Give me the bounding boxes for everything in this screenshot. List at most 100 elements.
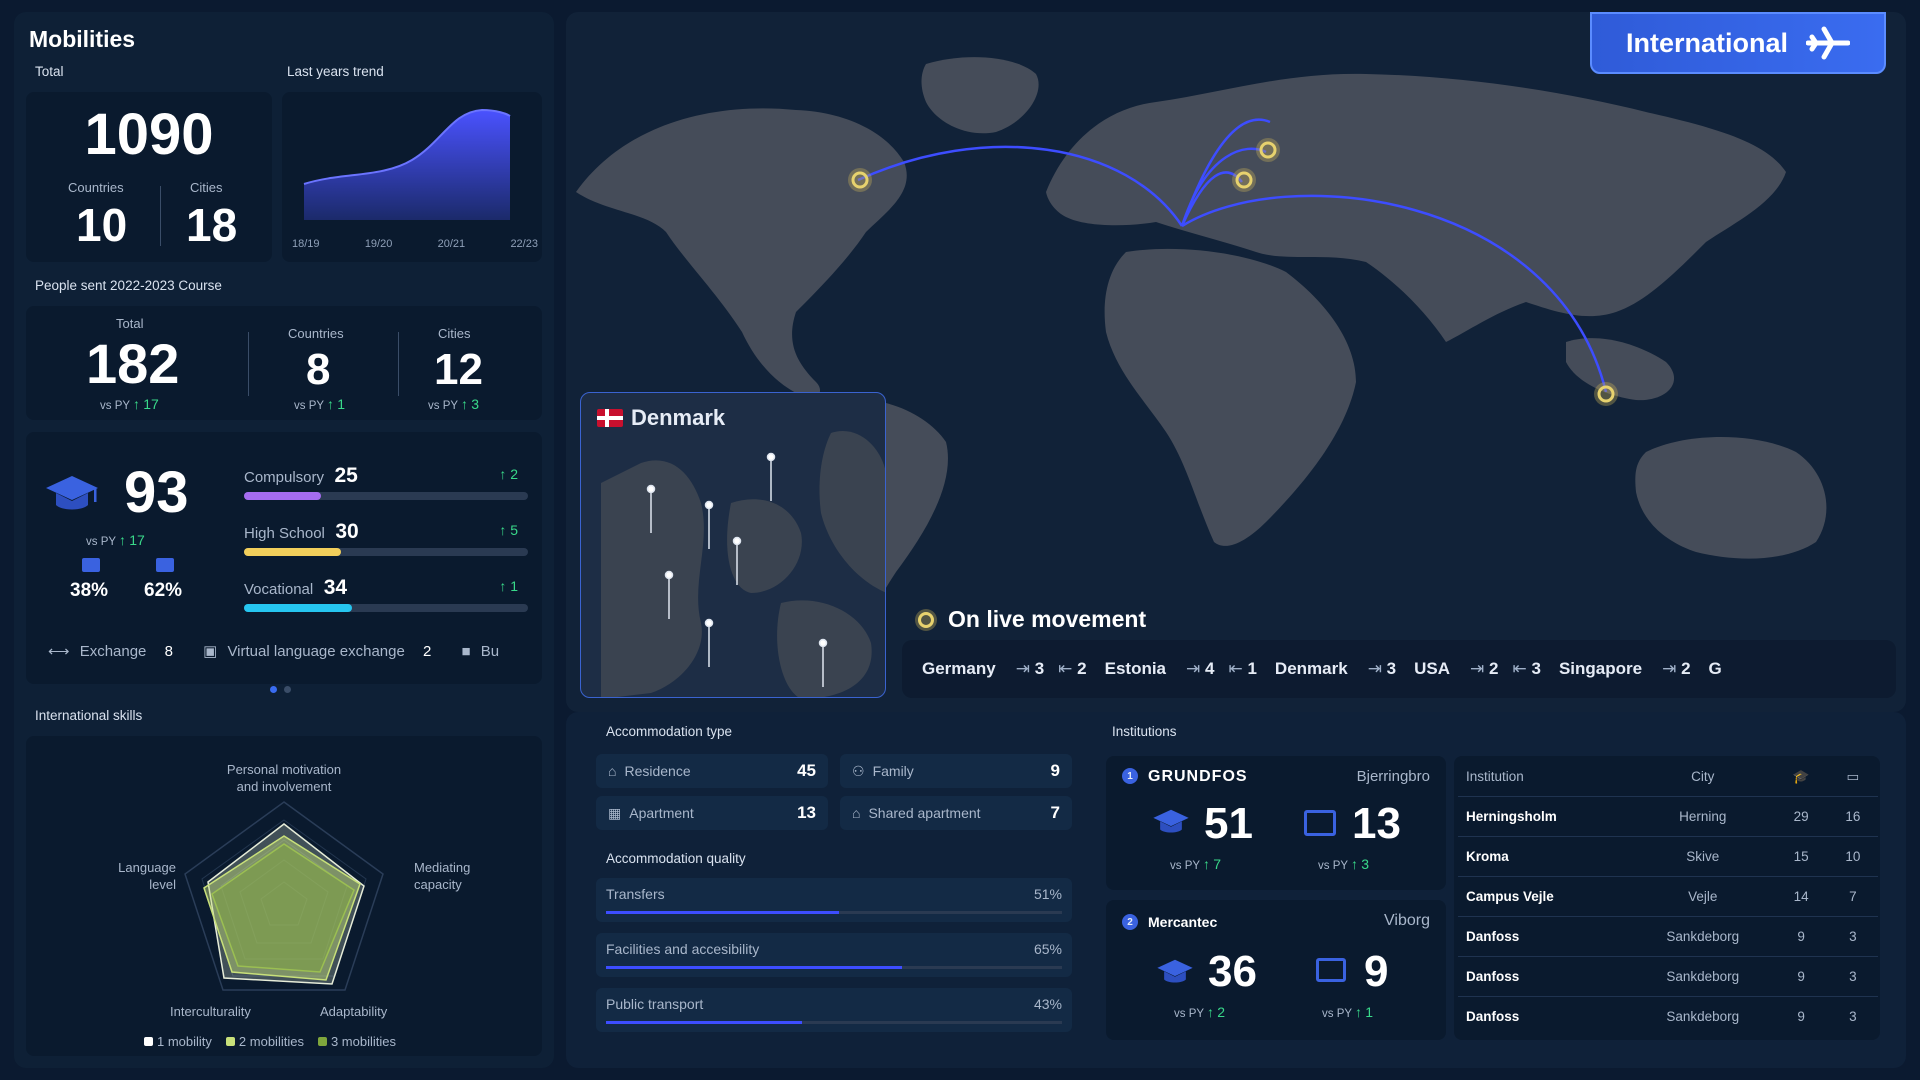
bar-fill (244, 492, 321, 500)
bar-compulsory: Compulsory 25 ↑ 2 (244, 464, 528, 500)
radar-axis-label: Personal motivation and involvement (226, 762, 342, 794)
city-pin (818, 638, 828, 687)
denmark-map-svg (601, 431, 885, 697)
skills-card: Personal motivation and involvement Medi… (26, 736, 542, 1056)
quality-track (606, 966, 1062, 969)
total-label: Total (35, 64, 64, 79)
table-cell-b: 3 (1827, 915, 1878, 956)
institution-card[interactable]: 1 GRUNDFOS Bjerringbro 51 vs PY ↑ 7 13 v… (1106, 756, 1446, 890)
table-cell-name: Campus Vejle (1458, 875, 1631, 916)
col-institution[interactable]: Institution (1466, 769, 1524, 785)
students-value: 93 (124, 460, 189, 525)
bar-fill (244, 548, 341, 556)
denmark-land (601, 460, 704, 697)
city-pin (732, 536, 742, 585)
table-cell-a: 9 (1774, 915, 1828, 956)
business-icon: ■ (461, 643, 471, 660)
table-cell-b: 7 (1827, 875, 1878, 916)
denmark-inset-map[interactable]: Denmark (580, 392, 886, 698)
map-pin (1256, 138, 1280, 162)
map-pin (1232, 168, 1256, 192)
table-cell-name: Kroma (1458, 835, 1631, 876)
denmark-land (777, 600, 872, 697)
people-countries-value: 8 (306, 345, 331, 394)
table-row[interactable]: Campus Vejle Vejle 14 7 (1458, 875, 1878, 916)
table-row[interactable]: Kroma Skive 15 10 (1458, 835, 1878, 876)
table-cell-b: 16 (1827, 795, 1878, 836)
table-cell-name: Danfoss (1458, 915, 1631, 956)
continent-north-america (576, 108, 907, 399)
col-city[interactable]: City (1691, 769, 1715, 785)
table-row[interactable]: Danfoss Sankdeborg 9 3 (1458, 955, 1878, 996)
radar-axis-label: Adaptability (320, 1004, 388, 1019)
accommodation-shared: ⌂ Shared apartment 7 (840, 796, 1072, 830)
live-movement: On live movement (914, 606, 1146, 633)
virtual-exchange-icon: ▣ (203, 643, 218, 660)
continent-eurasia (1046, 73, 1786, 342)
table-row[interactable]: Danfoss Sankdeborg 9 3 (1458, 915, 1878, 956)
institution-logo: GRUNDFOS (1148, 768, 1248, 785)
col-students-icon[interactable]: 🎓 (1792, 768, 1810, 784)
radar-grid (260, 881, 308, 926)
continent-se-asia (1566, 338, 1675, 401)
trend-card: 18/19 19/20 20/21 22/23 (282, 92, 542, 262)
live-ticker: Germany ⇥ 3 ⇤ 2 Estonia ⇥ 4 ⇤ 1 Denmark ⇥ 3 U… (902, 640, 1896, 698)
bar-value: 25 (334, 464, 358, 487)
institution-card[interactable]: 2 Mercantec Viborg 36 vs PY ↑ 2 9 vs PY … (1106, 900, 1446, 1040)
city-pin (664, 570, 674, 619)
live-pin-icon (915, 608, 937, 631)
people-total-label: Total (116, 316, 144, 331)
city-pin (766, 452, 776, 501)
students-count: 36 (1208, 947, 1257, 996)
quality-track (606, 1021, 1062, 1024)
radar-axis-label: Mediating capacity (414, 860, 471, 892)
radar-legend: 1 mobility 2 mobilities 3 mobilities (144, 1034, 396, 1049)
virtual-label: Virtual language exchange (227, 643, 405, 660)
pager-dot-active[interactable] (270, 686, 277, 693)
bar-track (244, 492, 528, 500)
exchange-label: Exchange (79, 643, 147, 660)
accommodation-type-title: Accommodation type (606, 724, 733, 739)
people-cities-value: 12 (434, 345, 483, 394)
international-badge[interactable]: International (1590, 12, 1886, 74)
teachers-vs: vs PY ↑ 1 (1322, 1004, 1374, 1020)
trend-label: Last years trend (287, 64, 384, 79)
table-row[interactable]: Danfoss Sankdeborg 9 3 (1458, 995, 1878, 1036)
virtual-value: 2 (423, 643, 432, 660)
students-vs: vs PY ↑ 2 (1174, 1004, 1226, 1020)
bar-label: High School (244, 525, 325, 542)
house-icon: ⌂ (608, 763, 617, 779)
teachers-count: 9 (1364, 947, 1389, 996)
radar-axis-label: Interculturality (170, 1004, 251, 1019)
table-row[interactable]: Herningsholm Herning 29 16 (1458, 795, 1878, 836)
table-header: Institution City 🎓 ▭ (1458, 758, 1878, 796)
exchange-value: 8 (164, 643, 173, 660)
col-teachers-icon[interactable]: ▭ (1846, 768, 1860, 784)
ticker-item: Denmark ⇥ 3 (1274, 659, 1397, 678)
route-arc (857, 145, 1184, 227)
radar-series-1 (207, 823, 365, 985)
students-vs: vs PY ↑ 17 (86, 532, 145, 548)
bar-value: 30 (335, 520, 359, 543)
table-cell-a: 29 (1774, 795, 1828, 836)
accommodation-quality-title: Accommodation quality (606, 851, 746, 866)
cities-label: Cities (190, 180, 223, 195)
map-pin (848, 168, 872, 192)
table-cell-name: Danfoss (1458, 995, 1631, 1036)
rank-badge: 1 (1122, 768, 1138, 784)
graduation-cap-icon (1153, 809, 1189, 833)
divider (398, 332, 399, 396)
teachers-count: 13 (1352, 799, 1401, 848)
divider (160, 186, 161, 246)
total-card: 1090 Countries 10 Cities 18 (26, 92, 272, 262)
table-cell-city: Sankdeborg (1630, 915, 1775, 956)
quality-track (606, 911, 1062, 914)
city-pin (704, 618, 714, 667)
legend-item: 3 mobilities (317, 1034, 396, 1049)
pager-dot[interactable] (284, 686, 291, 693)
trend-tick: 20/21 (437, 238, 466, 250)
denmark-land (819, 431, 885, 593)
mobilities-title: Mobilities (29, 26, 136, 52)
table-cell-city: Skive (1630, 835, 1775, 876)
quality-facilities: Facilities and accesibility 65% (596, 933, 1072, 977)
